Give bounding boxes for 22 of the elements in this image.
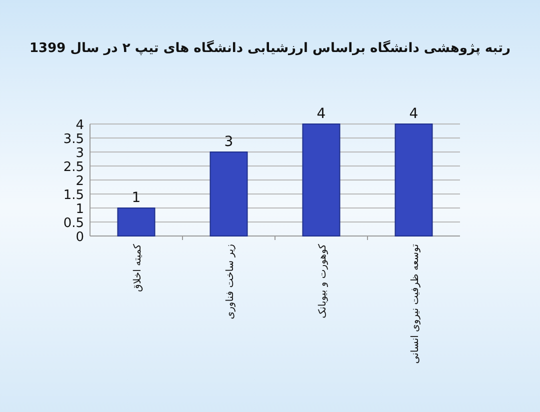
chart-title: رتبه پژوهشی دانشگاه براساس ارزشیابی دانشگاه های تیپ ۲ در سال 1399	[30, 40, 510, 56]
y-tick-label: 2.5	[63, 160, 84, 175]
y-tick-label: 3.5	[63, 132, 84, 147]
data-label: 3	[224, 134, 234, 150]
y-tick-label: 0.5	[63, 216, 84, 231]
bar	[210, 152, 248, 236]
x-tick-label: توسعه ظرفیت نیروی انسانی	[410, 244, 421, 364]
x-tick-label: زیر ساخت فناوری	[224, 244, 236, 320]
y-tick-label: 0	[76, 230, 84, 245]
x-tick-label: کوهورت و بیوبانک	[317, 244, 328, 318]
data-label: 4	[316, 106, 326, 122]
data-label: 1	[132, 190, 141, 206]
bar	[394, 124, 433, 236]
y-tick-label: 3	[76, 146, 84, 161]
bar	[117, 208, 156, 236]
y-tick-label: 2	[76, 174, 84, 189]
y-tick-label: 1	[76, 202, 84, 217]
y-tick-label: 4	[76, 118, 84, 133]
y-tick-label: 1.5	[63, 188, 84, 203]
data-label: 4	[409, 106, 418, 122]
x-tick-label: کمیته اخلاق	[132, 244, 144, 292]
bar	[302, 124, 340, 236]
